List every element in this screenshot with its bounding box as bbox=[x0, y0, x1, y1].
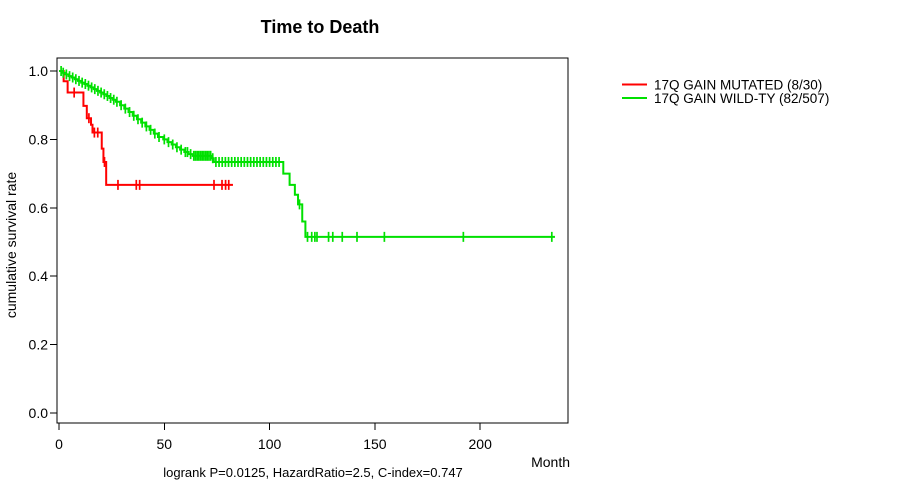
legend-label-wildtype: 17Q GAIN WILD-TY (82/507) bbox=[654, 91, 829, 106]
x-tick-label: 0 bbox=[55, 436, 63, 452]
km-curve-0 bbox=[59, 70, 233, 186]
legend: 17Q GAIN MUTATED (8/30) 17Q GAIN WILD-TY… bbox=[622, 78, 829, 106]
km-curve-1 bbox=[59, 70, 555, 238]
y-tick-label: 0.8 bbox=[29, 131, 49, 147]
x-tick-label: 100 bbox=[258, 436, 282, 452]
chart-title: Time to Death bbox=[261, 17, 380, 37]
x-axis-label: Month bbox=[531, 454, 570, 470]
x-tick-label: 150 bbox=[363, 436, 387, 452]
y-tick-label: 1.0 bbox=[29, 63, 49, 79]
x-tick-label: 200 bbox=[469, 436, 493, 452]
y-tick-label: 0.4 bbox=[29, 268, 49, 284]
plot-border bbox=[56, 57, 569, 424]
y-tick-label: 0.2 bbox=[29, 337, 49, 353]
y-tick-label: 0.6 bbox=[29, 200, 49, 216]
stats-caption: logrank P=0.0125, HazardRatio=2.5, C-ind… bbox=[163, 465, 463, 480]
plot-area: 0 50 100 150 200 0.0 0.2 0.4 0.6 0.8 1.0 bbox=[29, 57, 569, 452]
y-axis-label: cumulative survival rate bbox=[3, 172, 19, 318]
x-tick-label: 50 bbox=[157, 436, 173, 452]
y-tick-label: 0.0 bbox=[29, 405, 49, 421]
legend-label-mutated: 17Q GAIN MUTATED (8/30) bbox=[654, 78, 822, 93]
